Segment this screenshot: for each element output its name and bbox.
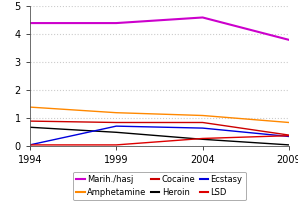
Ecstasy xyxy=(287,135,291,138)
Cocaine xyxy=(287,134,291,136)
Amphetamine xyxy=(114,111,118,114)
Amphetamine xyxy=(28,106,32,108)
Heroin xyxy=(28,126,32,129)
Line: Heroin: Heroin xyxy=(30,127,289,145)
Heroin xyxy=(114,131,118,134)
Marih./hasj xyxy=(114,22,118,24)
Amphetamine xyxy=(287,121,291,124)
Amphetamine xyxy=(201,114,204,117)
Heroin xyxy=(201,138,204,140)
LSD xyxy=(114,144,118,146)
Line: Marih./hasj: Marih./hasj xyxy=(30,18,289,40)
Marih./hasj xyxy=(28,22,32,24)
Line: LSD: LSD xyxy=(30,136,289,145)
Ecstasy xyxy=(28,144,32,146)
Cocaine xyxy=(114,121,118,124)
Line: Cocaine: Cocaine xyxy=(30,121,289,135)
Cocaine xyxy=(28,120,32,122)
Cocaine xyxy=(201,121,204,124)
Marih./hasj xyxy=(287,39,291,41)
LSD xyxy=(287,134,291,137)
Heroin xyxy=(287,144,291,146)
Ecstasy xyxy=(201,127,204,129)
Marih./hasj xyxy=(201,16,204,19)
Line: Ecstasy: Ecstasy xyxy=(30,126,289,145)
Ecstasy xyxy=(114,125,118,127)
LSD xyxy=(28,144,32,146)
Line: Amphetamine: Amphetamine xyxy=(30,107,289,122)
LSD xyxy=(201,137,204,140)
Legend: Marih./hasj, Amphetamine, Cocaine, Heroin, Ecstasy, LSD: Marih./hasj, Amphetamine, Cocaine, Heroi… xyxy=(73,172,246,200)
